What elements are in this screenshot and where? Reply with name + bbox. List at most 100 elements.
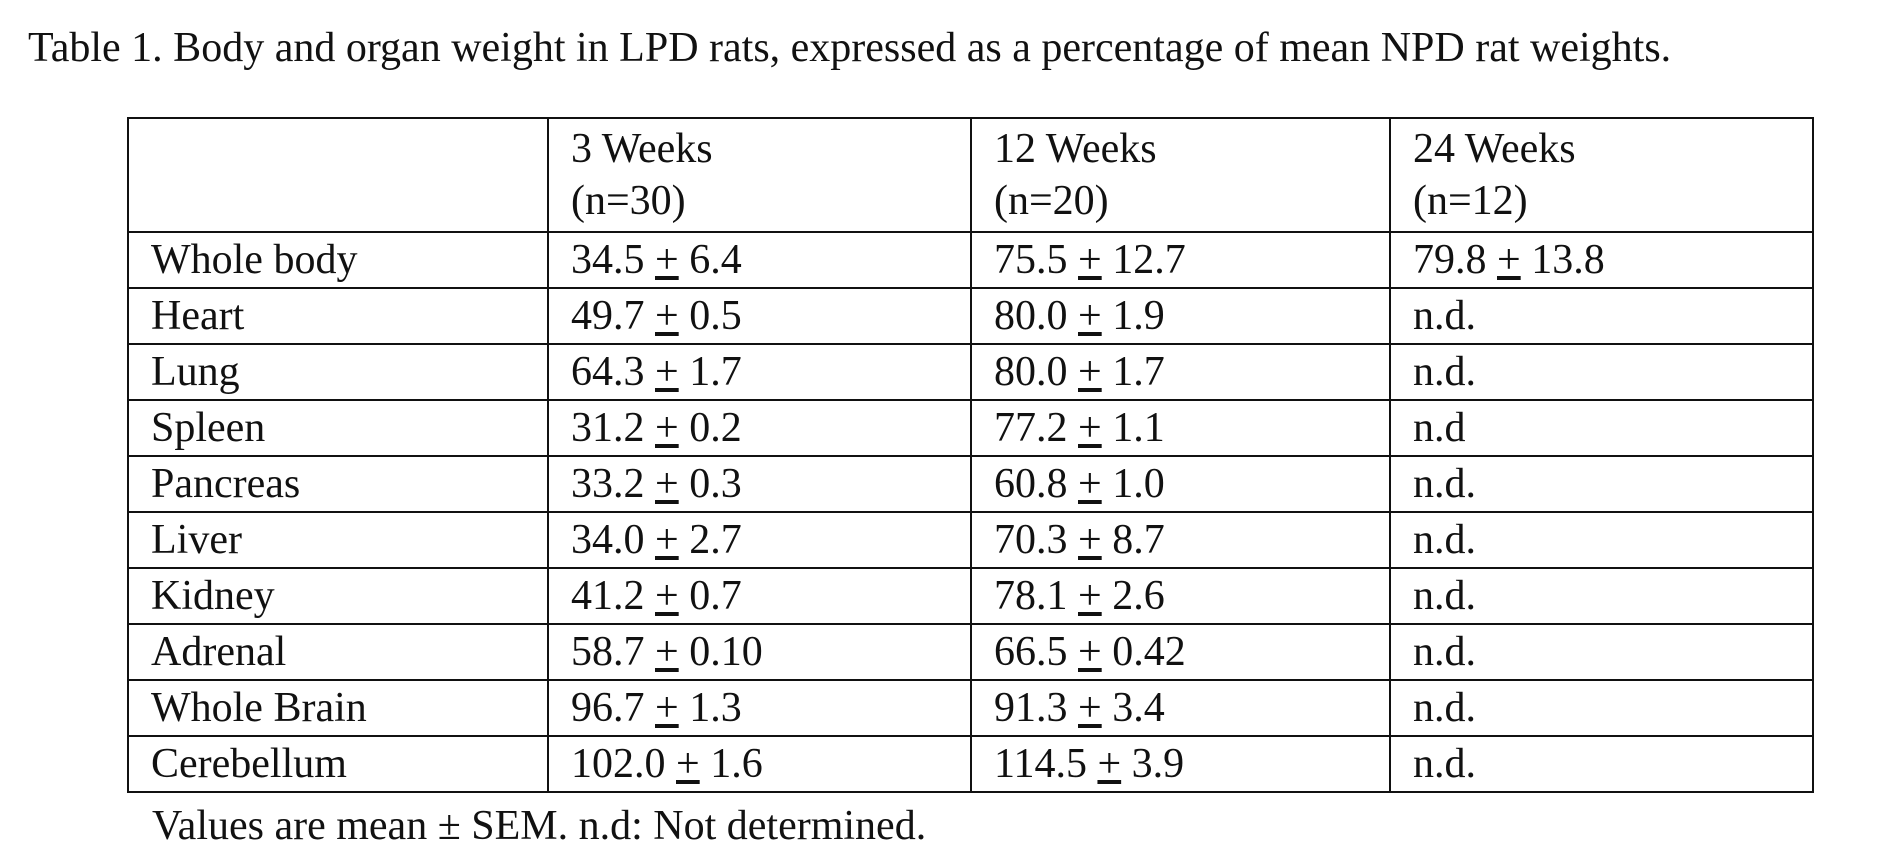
plus-minus-symbol: + — [655, 685, 679, 731]
value-cell: n.d. — [1389, 679, 1814, 737]
sem-value: 8.7 — [1112, 517, 1165, 563]
mean-value: 77.2 — [994, 405, 1068, 451]
value-cell: 31.2 + 0.2 — [547, 399, 972, 457]
plus-minus-symbol: + — [1078, 293, 1102, 339]
mean-value: 96.7 — [571, 685, 645, 731]
table-caption: Table 1. Body and organ weight in LPD ra… — [28, 25, 1672, 71]
plus-minus-symbol: + — [655, 237, 679, 283]
sem-value: 1.9 — [1112, 293, 1165, 339]
mean-value: 80.0 — [994, 293, 1068, 339]
mean-value: 79.8 — [1413, 237, 1487, 283]
column-n: (n=20) — [994, 178, 1109, 224]
sem-value: 0.7 — [689, 573, 742, 619]
row-label: Heart — [127, 287, 549, 345]
value-cell: 80.0 + 1.9 — [970, 287, 1391, 345]
value-cell: n.d. — [1389, 735, 1814, 793]
sem-value: 12.7 — [1112, 237, 1186, 283]
row-label: Lung — [127, 343, 549, 401]
value-cell: n.d — [1389, 399, 1814, 457]
plus-minus-symbol: + — [655, 573, 679, 619]
value-cell: 114.5 + 3.9 — [970, 735, 1391, 793]
value-cell: 58.7 + 0.10 — [547, 623, 972, 681]
value-cell: 70.3 + 8.7 — [970, 511, 1391, 569]
value-cell: n.d. — [1389, 455, 1814, 513]
value-cell: 96.7 + 1.3 — [547, 679, 972, 737]
mean-value: 80.0 — [994, 349, 1068, 395]
plus-minus-symbol: + — [1497, 237, 1521, 283]
row-label: Pancreas — [127, 455, 549, 513]
plus-minus-symbol: + — [1078, 573, 1102, 619]
sem-value: 2.6 — [1112, 573, 1165, 619]
sem-value: 1.1 — [1112, 405, 1165, 451]
sem-value: 0.5 — [689, 293, 742, 339]
plus-minus-symbol: + — [655, 629, 679, 675]
value-cell: 79.8 + 13.8 — [1389, 231, 1814, 289]
mean-value: 102.0 — [571, 741, 666, 787]
sem-value: 2.7 — [689, 517, 742, 563]
value-cell: 34.5 + 6.4 — [547, 231, 972, 289]
mean-value: 114.5 — [994, 741, 1087, 787]
value-cell: 66.5 + 0.42 — [970, 623, 1391, 681]
sem-value: 0.2 — [689, 405, 742, 451]
column-label: 24 Weeks — [1413, 126, 1576, 172]
header-row: 3 Weeks (n=30) 12 Weeks (n=20) 24 Weeks … — [127, 117, 1814, 233]
row-label: Spleen — [127, 399, 549, 457]
table-row: Pancreas 33.2 + 0.3 60.8 + 1.0 n.d. — [127, 455, 1814, 513]
plus-minus-symbol: + — [655, 461, 679, 507]
plus-minus-symbol: + — [1078, 461, 1102, 507]
value-cell: 91.3 + 3.4 — [970, 679, 1391, 737]
mean-value: 91.3 — [994, 685, 1068, 731]
mean-value: 41.2 — [571, 573, 645, 619]
value-cell: 80.0 + 1.7 — [970, 343, 1391, 401]
value-cell: 77.2 + 1.1 — [970, 399, 1391, 457]
plus-minus-symbol: + — [1078, 517, 1102, 563]
sem-value: 0.3 — [689, 461, 742, 507]
plus-minus-symbol: + — [655, 349, 679, 395]
plus-minus-symbol: + — [1078, 685, 1102, 731]
plus-minus-symbol: + — [1078, 237, 1102, 283]
column-label: 3 Weeks — [571, 126, 713, 172]
table-row: Heart 49.7 + 0.5 80.0 + 1.9 n.d. — [127, 287, 1814, 345]
plus-minus-symbol: + — [655, 405, 679, 451]
mean-value: 33.2 — [571, 461, 645, 507]
mean-value: 34.0 — [571, 517, 645, 563]
table-row: Spleen 31.2 + 0.2 77.2 + 1.1 n.d — [127, 399, 1814, 457]
value-cell: 102.0 + 1.6 — [547, 735, 972, 793]
sem-value: 1.0 — [1112, 461, 1165, 507]
value-cell: 33.2 + 0.3 — [547, 455, 972, 513]
mean-value: 66.5 — [994, 629, 1068, 675]
plus-minus-symbol: + — [1097, 741, 1122, 787]
sem-value: 1.7 — [689, 349, 742, 395]
value-cell: 78.1 + 2.6 — [970, 567, 1391, 625]
mean-value: 60.8 — [994, 461, 1068, 507]
mean-value: 34.5 — [571, 237, 645, 283]
plus-minus-symbol: + — [1078, 349, 1102, 395]
plus-minus-symbol: + — [676, 741, 700, 787]
row-label: Adrenal — [127, 623, 549, 681]
header-cell-24-weeks: 24 Weeks (n=12) — [1389, 117, 1814, 233]
sem-value: 1.6 — [710, 741, 763, 787]
sem-value: 3.4 — [1112, 685, 1165, 731]
header-cell-empty — [127, 117, 549, 233]
mean-value: 78.1 — [994, 573, 1068, 619]
value-cell: 49.7 + 0.5 — [547, 287, 972, 345]
sem-value: 0.10 — [689, 629, 763, 675]
row-label: Kidney — [127, 567, 549, 625]
table-row: Adrenal 58.7 + 0.10 66.5 + 0.42 n.d. — [127, 623, 1814, 681]
value-cell: n.d. — [1389, 287, 1814, 345]
table-row: Liver 34.0 + 2.7 70.3 + 8.7 n.d. — [127, 511, 1814, 569]
value-cell: 41.2 + 0.7 — [547, 567, 972, 625]
row-label: Whole Brain — [127, 679, 549, 737]
table-row: Whole body 34.5 + 6.4 75.5 + 12.7 79.8 + 13… — [127, 231, 1814, 289]
column-label: 12 Weeks — [994, 126, 1157, 172]
sem-value: 0.42 — [1112, 629, 1186, 675]
row-label: Cerebellum — [127, 735, 549, 793]
weights-table: 3 Weeks (n=30) 12 Weeks (n=20) 24 Weeks … — [127, 117, 1814, 793]
mean-value: 75.5 — [994, 237, 1068, 283]
table-row: Lung 64.3 + 1.7 80.0 + 1.7 n.d. — [127, 343, 1814, 401]
value-cell: n.d. — [1389, 567, 1814, 625]
mean-value: 70.3 — [994, 517, 1068, 563]
mean-value: 64.3 — [571, 349, 645, 395]
sem-value: 6.4 — [689, 237, 742, 283]
mean-value: 49.7 — [571, 293, 645, 339]
